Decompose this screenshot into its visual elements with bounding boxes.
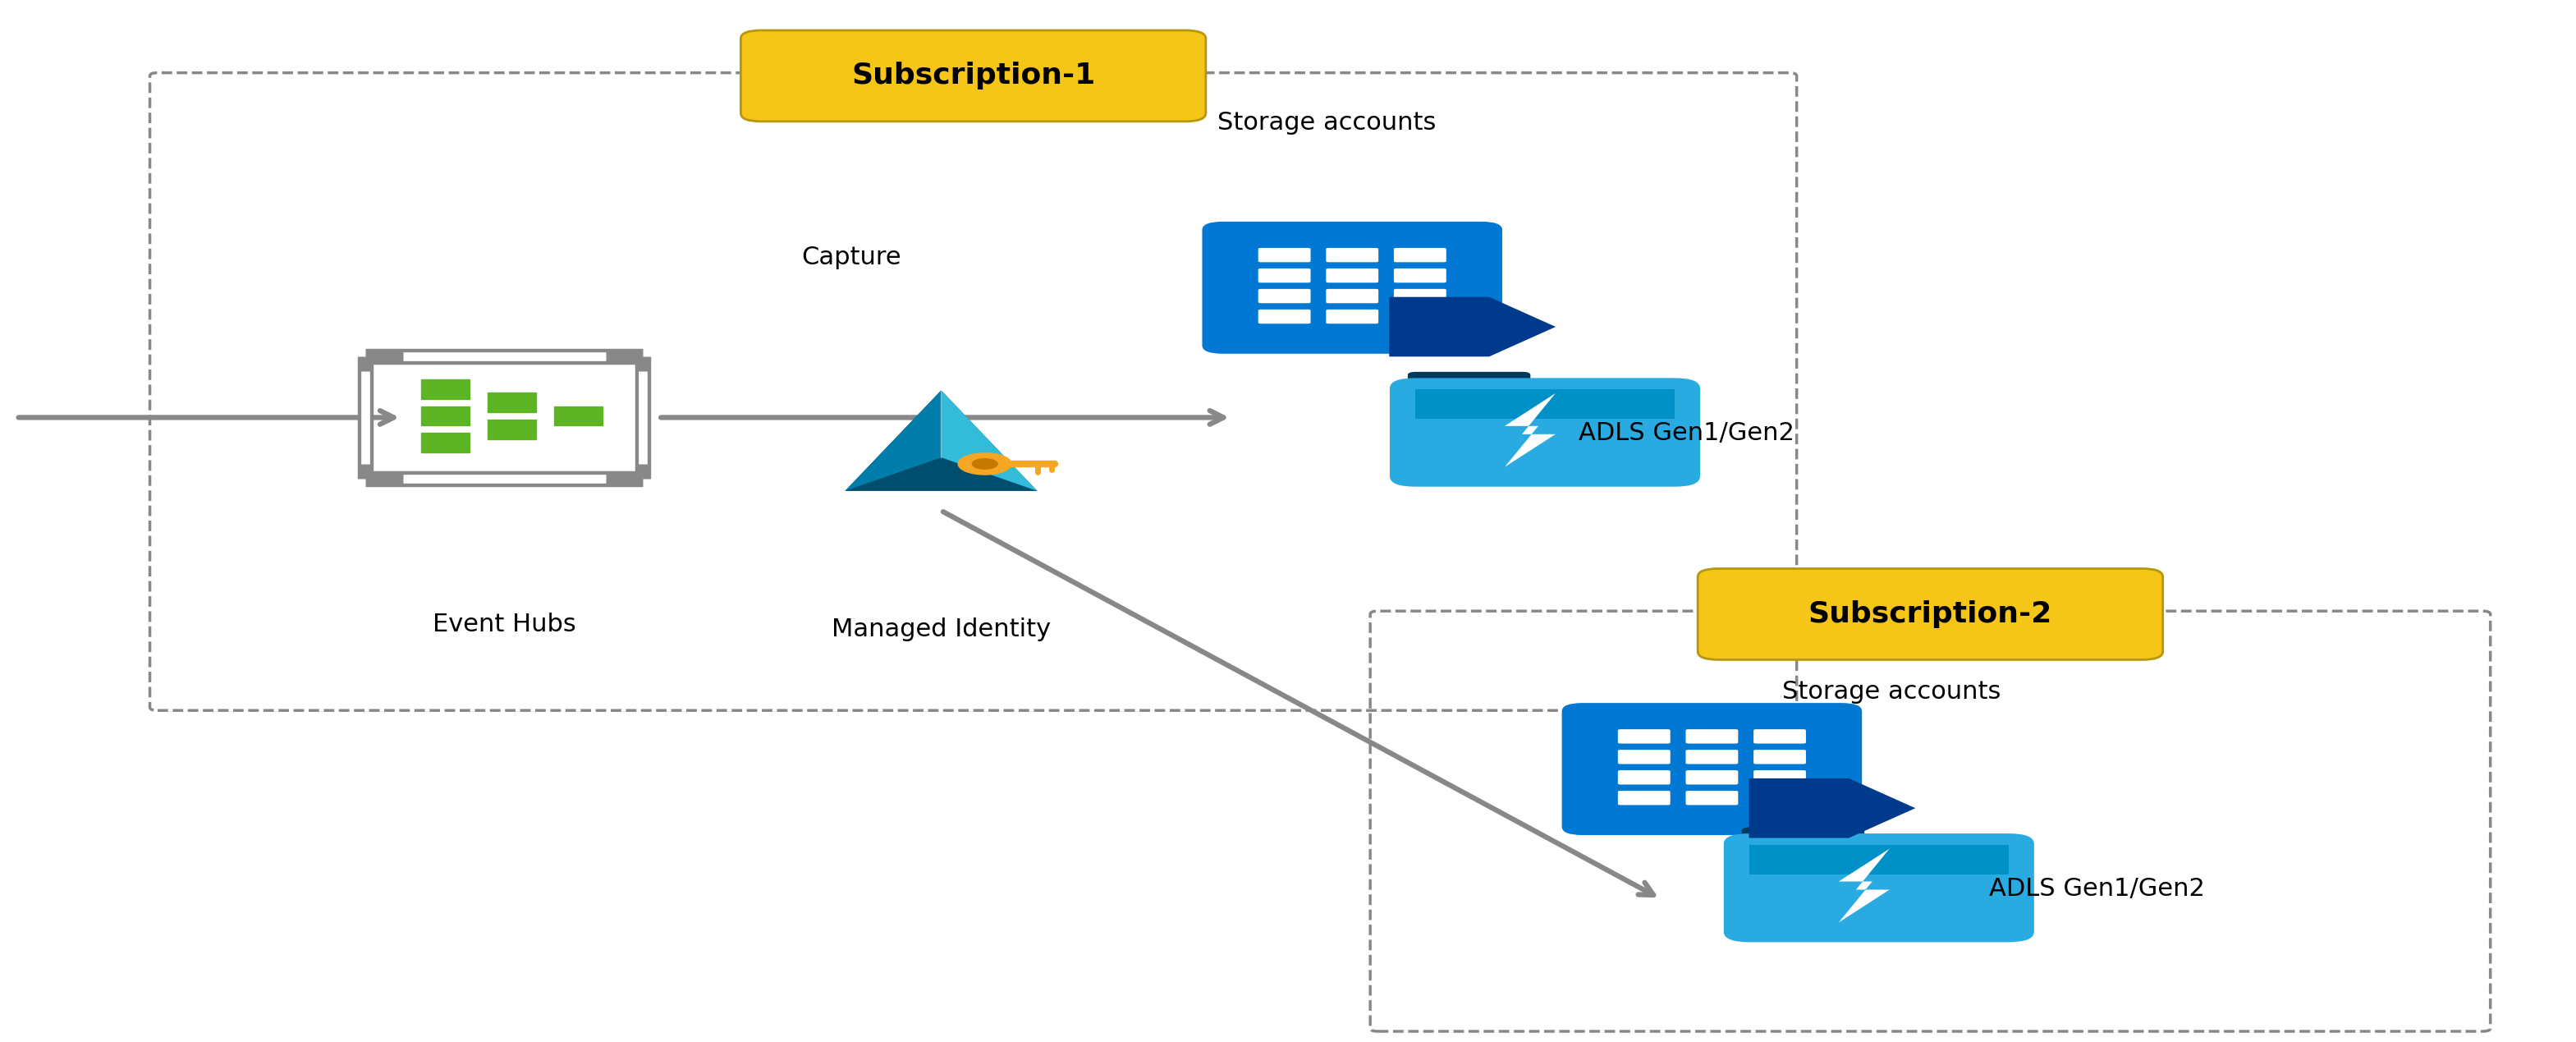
Text: Capture: Capture	[801, 245, 902, 269]
FancyBboxPatch shape	[1754, 791, 1806, 805]
FancyBboxPatch shape	[1327, 248, 1378, 263]
FancyBboxPatch shape	[1203, 222, 1502, 353]
Circle shape	[971, 458, 997, 469]
FancyBboxPatch shape	[1394, 309, 1445, 324]
Bar	[487, 393, 536, 413]
Polygon shape	[1839, 848, 1891, 922]
Polygon shape	[1749, 778, 1917, 838]
FancyBboxPatch shape	[1388, 378, 1700, 487]
FancyBboxPatch shape	[1618, 770, 1669, 785]
Bar	[420, 433, 469, 452]
FancyBboxPatch shape	[1327, 309, 1378, 324]
FancyBboxPatch shape	[1749, 845, 2009, 874]
FancyBboxPatch shape	[1406, 372, 1530, 395]
Bar	[554, 406, 603, 426]
Bar	[487, 420, 536, 439]
FancyBboxPatch shape	[1327, 269, 1378, 282]
FancyBboxPatch shape	[1685, 750, 1739, 764]
Text: Event Hubs: Event Hubs	[433, 613, 577, 637]
Text: ADLS Gen1/Gen2: ADLS Gen1/Gen2	[1579, 421, 1793, 445]
Bar	[420, 379, 469, 399]
FancyBboxPatch shape	[742, 30, 1206, 122]
Text: Storage accounts: Storage accounts	[1218, 110, 1435, 134]
FancyBboxPatch shape	[1618, 750, 1669, 764]
FancyBboxPatch shape	[1685, 770, 1739, 785]
FancyBboxPatch shape	[1561, 703, 1862, 835]
Bar	[420, 406, 469, 426]
FancyBboxPatch shape	[1698, 569, 2164, 660]
Polygon shape	[845, 391, 940, 491]
FancyBboxPatch shape	[1754, 729, 1806, 744]
FancyBboxPatch shape	[1618, 729, 1669, 744]
FancyBboxPatch shape	[1327, 289, 1378, 303]
FancyBboxPatch shape	[1394, 269, 1445, 282]
FancyBboxPatch shape	[1723, 834, 2035, 942]
FancyBboxPatch shape	[1618, 791, 1669, 805]
FancyBboxPatch shape	[1685, 791, 1739, 805]
Text: Storage accounts: Storage accounts	[1783, 679, 2002, 703]
FancyBboxPatch shape	[1414, 389, 1674, 419]
FancyBboxPatch shape	[1741, 827, 1865, 850]
Text: ADLS Gen1/Gen2: ADLS Gen1/Gen2	[1989, 876, 2205, 900]
FancyBboxPatch shape	[1394, 289, 1445, 303]
FancyBboxPatch shape	[1394, 248, 1445, 263]
Polygon shape	[940, 391, 1038, 491]
FancyBboxPatch shape	[1754, 770, 1806, 785]
Text: Subscription-2: Subscription-2	[1808, 600, 2053, 628]
FancyBboxPatch shape	[1685, 729, 1739, 744]
Polygon shape	[845, 391, 1038, 491]
Polygon shape	[1388, 297, 1556, 356]
FancyBboxPatch shape	[1257, 309, 1311, 324]
Polygon shape	[1504, 393, 1556, 467]
Text: Subscription-1: Subscription-1	[850, 61, 1095, 90]
FancyBboxPatch shape	[1257, 248, 1311, 263]
FancyBboxPatch shape	[1257, 289, 1311, 303]
FancyBboxPatch shape	[1754, 750, 1806, 764]
FancyBboxPatch shape	[1257, 269, 1311, 282]
Text: Managed Identity: Managed Identity	[832, 618, 1051, 642]
Circle shape	[958, 453, 1012, 474]
